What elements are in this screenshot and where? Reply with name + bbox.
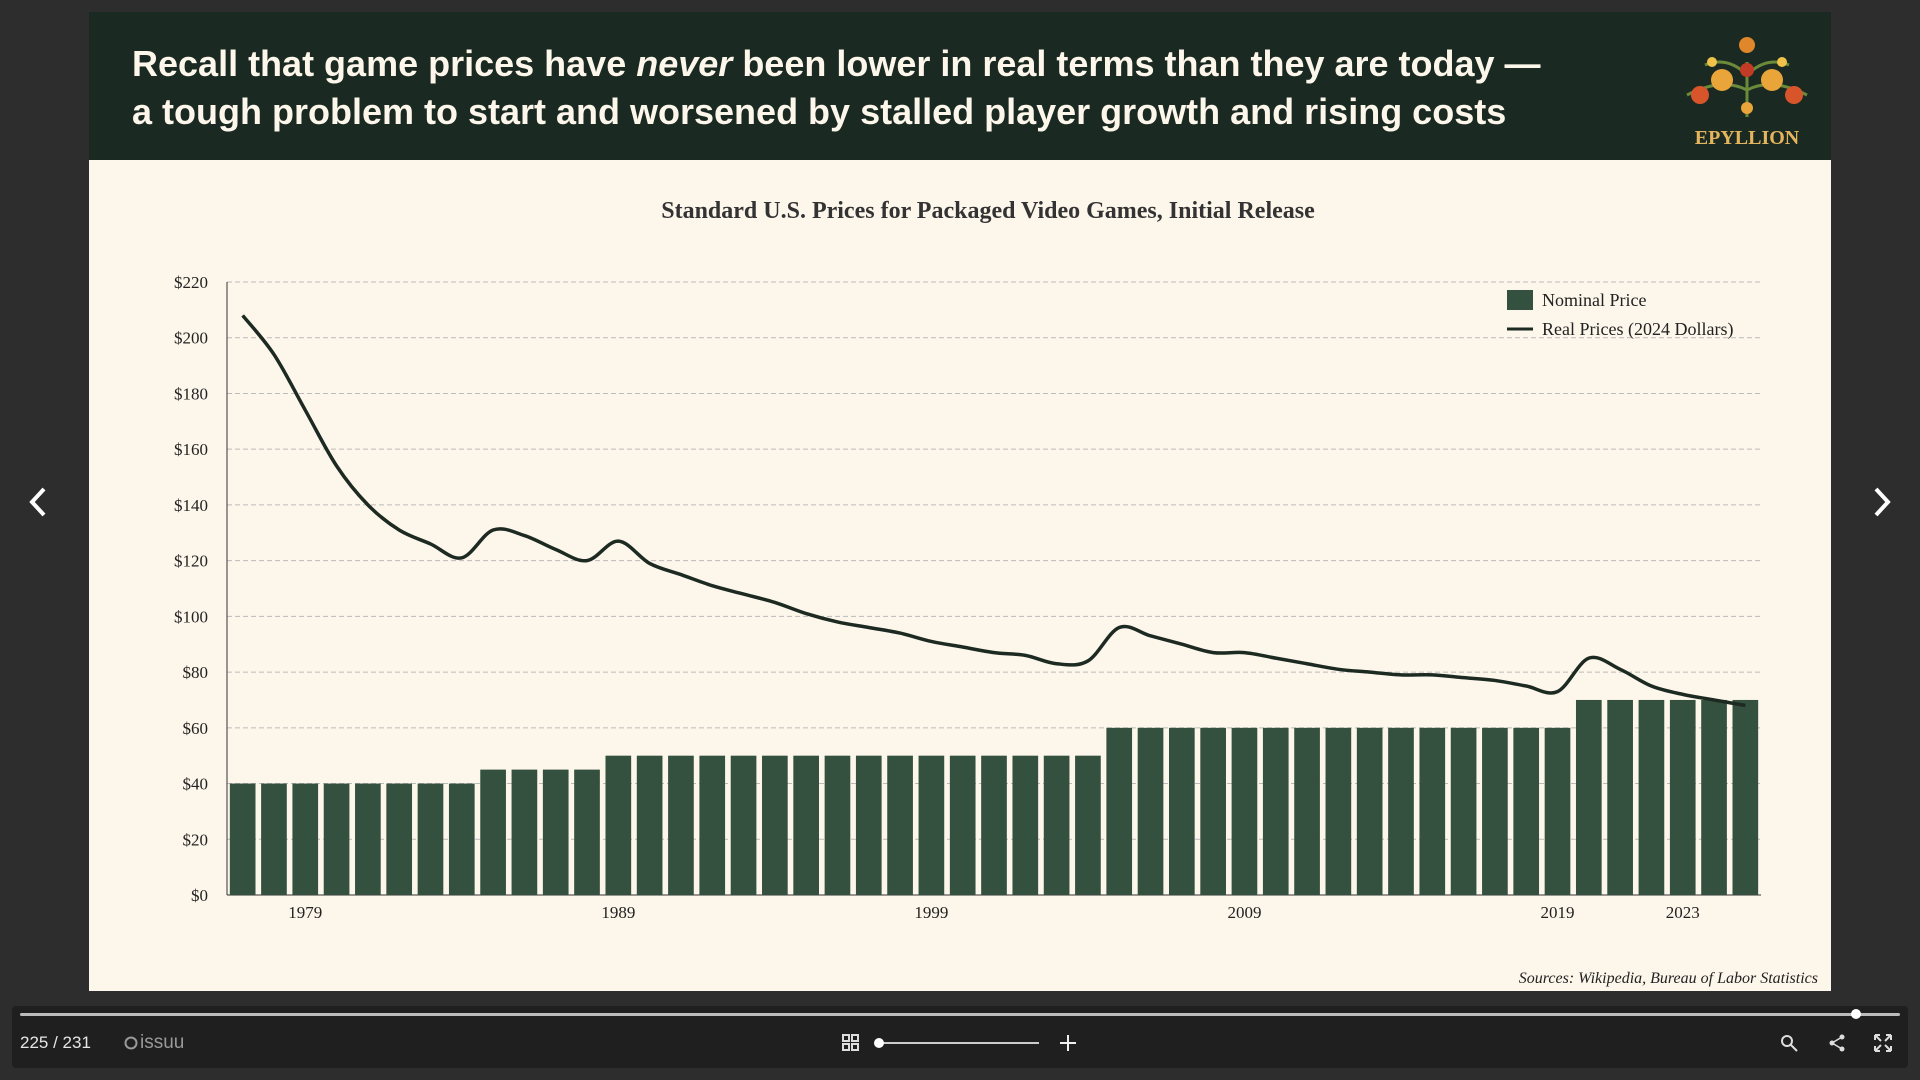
bar [668, 755, 694, 895]
y-tick-label: $40 [183, 775, 209, 794]
x-tick-label: 1979 [288, 903, 322, 922]
chart-title: Standard U.S. Prices for Packaged Video … [661, 198, 1315, 224]
bar [1482, 727, 1508, 895]
page-indicator: 225 / 231 [20, 1033, 91, 1052]
fullscreen-button[interactable] [1874, 1034, 1892, 1052]
zoom-in-button[interactable] [1059, 1034, 1077, 1052]
bar [1450, 727, 1477, 895]
bar [323, 783, 350, 895]
x-tick-label: 2009 [1227, 903, 1261, 922]
headline-text: been lower in real terms than they are t… [732, 43, 1541, 84]
bar [417, 783, 444, 895]
bar [511, 769, 538, 895]
y-tick-label: $60 [183, 719, 209, 738]
x-tick-label: 2019 [1541, 903, 1575, 922]
grid-view-button[interactable] [842, 1034, 860, 1052]
bar [1544, 727, 1571, 895]
bar [918, 755, 945, 895]
bar [636, 755, 663, 895]
slide-header: Recall that game prices have never been … [89, 12, 1831, 160]
x-tick-label: 2023 [1666, 903, 1700, 922]
y-tick-label: $0 [191, 886, 208, 905]
bar [730, 755, 757, 895]
bar [229, 783, 256, 895]
previous-page-button[interactable] [26, 486, 50, 518]
bar [1294, 727, 1320, 895]
bar [1388, 727, 1414, 895]
progress-track[interactable] [20, 1013, 1900, 1016]
headline: Recall that game prices have never been … [132, 40, 1541, 136]
chart: EPYLLION Standard U.S. Prices for Packag… [174, 37, 1818, 987]
zoom-handle[interactable] [874, 1038, 884, 1048]
bar [1732, 699, 1759, 895]
bar [949, 755, 976, 895]
bar [1701, 699, 1727, 895]
headline-line: a tough problem to start and worsened by… [132, 91, 1507, 132]
y-tick-label: $160 [174, 440, 208, 459]
logo-text: EPYLLION [1695, 127, 1800, 149]
bar [699, 755, 726, 895]
bar [855, 755, 882, 895]
bar [1137, 727, 1164, 895]
y-tick-label: $200 [174, 329, 208, 348]
y-tick-label: $140 [174, 496, 208, 515]
bar [1356, 727, 1383, 895]
y-tick-label: $120 [174, 552, 208, 571]
bar [1513, 727, 1540, 895]
bar [1075, 755, 1101, 895]
bar [1638, 699, 1665, 895]
bar [1669, 699, 1696, 895]
sources: Sources: Wikipedia, Bureau of Labor Stat… [1519, 970, 1818, 987]
legend-label: Real Prices (2024 Dollars) [1542, 319, 1733, 340]
bar [1325, 727, 1352, 895]
brand-icon [124, 1036, 138, 1050]
bar [1169, 727, 1195, 895]
y-tick-label: $180 [174, 384, 208, 403]
headline-line: Recall that game prices have never been … [132, 40, 1541, 88]
legend-label: Nominal Price [1542, 290, 1646, 310]
bar [1012, 755, 1039, 895]
bar [480, 769, 506, 895]
y-tick-label: $20 [183, 830, 209, 849]
share-button[interactable] [1828, 1034, 1846, 1052]
search-button[interactable] [1780, 1034, 1798, 1052]
bar [824, 755, 851, 895]
bar [1106, 727, 1133, 895]
bar [887, 755, 913, 895]
bar [1200, 727, 1226, 895]
next-page-button[interactable] [1870, 486, 1894, 518]
bar [292, 783, 319, 895]
bar [762, 755, 788, 895]
viewer-toolbar: 225 / 231 issuu [12, 1006, 1908, 1068]
line [241, 314, 1746, 708]
bar [355, 783, 381, 895]
headline-emphasis: never [636, 43, 733, 84]
logo: EPYLLION [1686, 37, 1808, 149]
y-tick-label: $80 [183, 663, 209, 682]
headline-text: Recall that game prices have [132, 43, 637, 84]
brand[interactable]: issuu [140, 1032, 185, 1053]
bar [1575, 699, 1602, 895]
bar [1419, 727, 1446, 895]
bar [981, 755, 1007, 895]
legend-swatch [1507, 290, 1533, 310]
bar [605, 755, 632, 895]
bar [793, 755, 819, 895]
y-tick-label: $220 [174, 273, 208, 292]
bar [261, 783, 287, 895]
x-tick-label: 1989 [601, 903, 635, 922]
bar [1607, 699, 1633, 895]
x-tick-label: 1999 [914, 903, 948, 922]
bar [448, 783, 475, 895]
y-tick-label: $100 [174, 607, 208, 626]
bar [386, 783, 413, 895]
zoom-slider[interactable] [879, 1042, 1039, 1044]
bar [1231, 727, 1258, 895]
bar [574, 769, 600, 895]
progress-handle[interactable] [1851, 1009, 1861, 1019]
bar [1043, 755, 1070, 895]
bar [542, 769, 569, 895]
bar [1262, 727, 1289, 895]
